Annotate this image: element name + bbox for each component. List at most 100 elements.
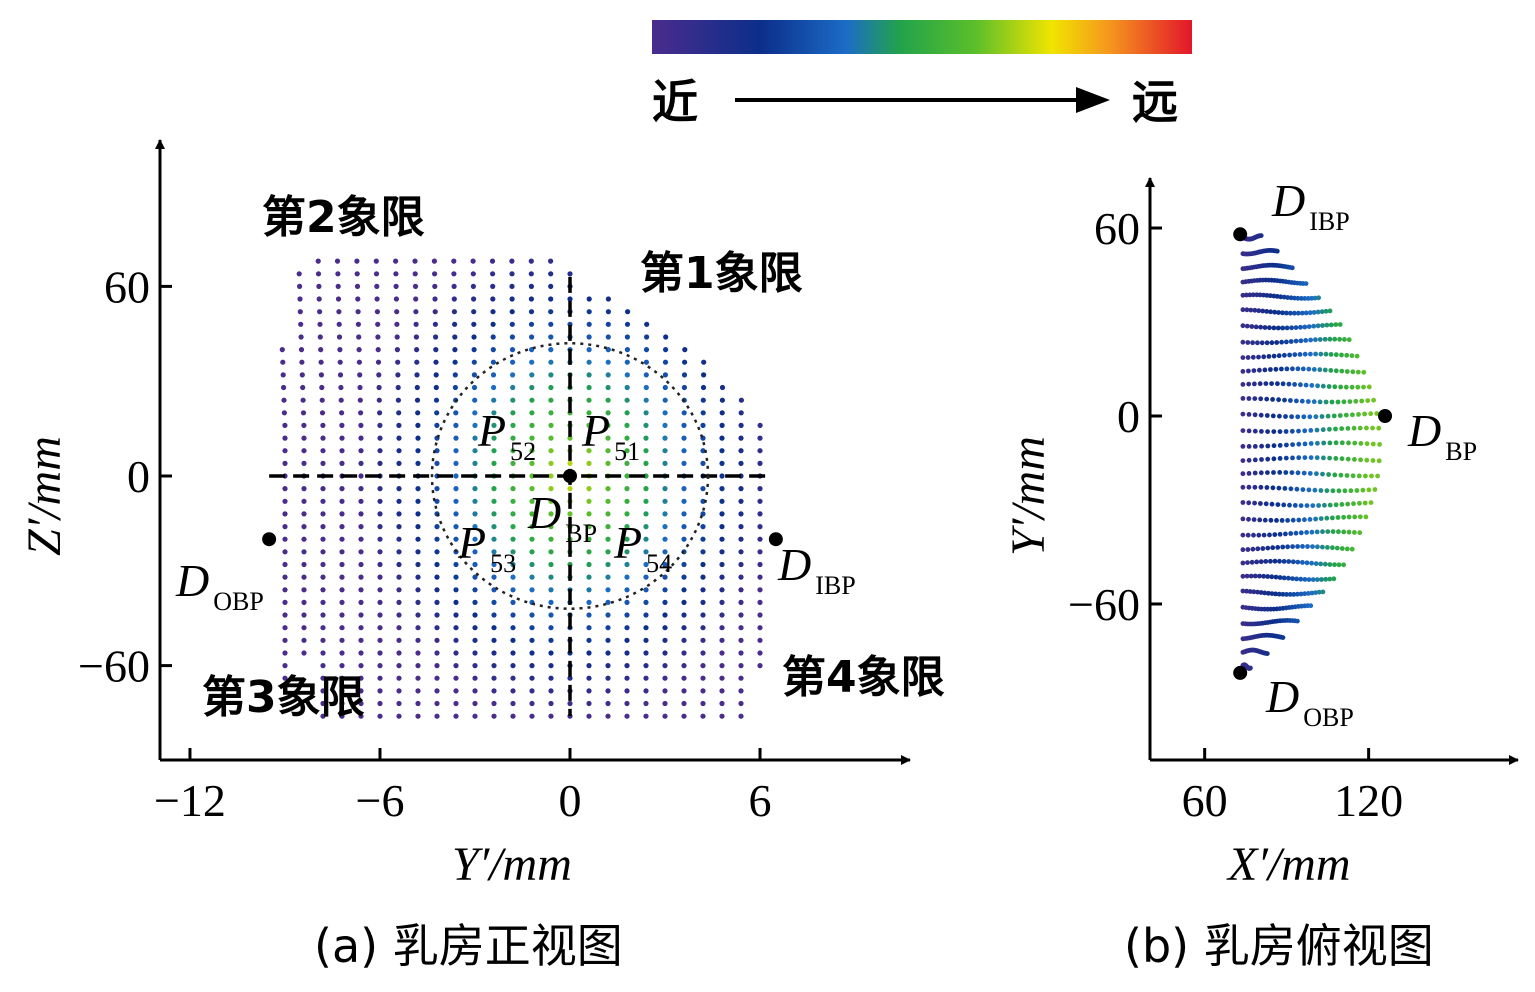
- panel-b-dot: [1240, 355, 1246, 360]
- panel-a-dot: [301, 549, 307, 555]
- panel-b-ytick-label: −60: [1068, 579, 1140, 630]
- panel-b-xlabel: X′/mm: [1226, 838, 1350, 891]
- panel-a-dot: [700, 700, 706, 707]
- panel-a-dot: [453, 448, 459, 454]
- panel-a-dot: [681, 410, 687, 416]
- panel-a-dot: [377, 498, 383, 504]
- panel-a-dot: [320, 561, 326, 568]
- panel-a-dot: [605, 587, 611, 593]
- panel-b-dot: [1300, 487, 1306, 492]
- panel-b-dot: [1246, 484, 1252, 490]
- panel-a-dot: [453, 536, 459, 542]
- panel-a-dot: [624, 637, 630, 643]
- panel-b-dot: [1259, 429, 1264, 434]
- panel-a-dot: [682, 359, 688, 365]
- panel-a-dot: [605, 524, 611, 530]
- panel-b-dot: [1346, 514, 1352, 520]
- panel-a-dot: [701, 372, 707, 378]
- panel-a-dot: [415, 524, 421, 530]
- panel-a-dot: [662, 663, 668, 669]
- panel-a-dot: [377, 587, 383, 593]
- panel-b-dot: [1330, 529, 1336, 534]
- panel-a-dot: [394, 334, 400, 340]
- panel-b-dot: [1339, 546, 1345, 551]
- panel-a-dot: [470, 271, 476, 277]
- panel-b-dot: [1295, 591, 1300, 597]
- panel-b-dot: [1284, 366, 1290, 372]
- panel-a-dot: [738, 498, 744, 504]
- panel-a-dot: [491, 625, 497, 631]
- panel-b-dot: [1254, 292, 1260, 298]
- panel-b-dot: [1335, 399, 1341, 405]
- panel-b-dot: [1262, 367, 1268, 373]
- panel-b-dot: [1252, 381, 1257, 387]
- panel-b-dot: [1240, 411, 1246, 417]
- panel-a-dot: [681, 625, 687, 631]
- panel-b-dot: [1324, 488, 1330, 494]
- panel-a-dot: [528, 271, 534, 277]
- panel-b-dot: [1305, 296, 1311, 301]
- panel-b-dot: [1293, 338, 1299, 344]
- panel-a-dot: [377, 612, 383, 618]
- panel-a-dot: [643, 625, 649, 631]
- panel-b-dot: [1335, 515, 1341, 520]
- panel-a-dot: [453, 700, 459, 707]
- panel-b-dot: [1332, 472, 1338, 478]
- panel-a-dot: [412, 283, 419, 289]
- panel-b-dot: [1326, 384, 1332, 389]
- panel-a-dot: [700, 536, 706, 542]
- panel-b-dot: [1352, 514, 1358, 520]
- panel-a-dot: [358, 422, 364, 428]
- panel-b-dot: [1257, 381, 1263, 387]
- panel-a-dot: [491, 511, 497, 517]
- panel-b-dot: [1246, 368, 1251, 374]
- panel-a-dot: [719, 675, 725, 681]
- panel-a-dot: [339, 700, 345, 707]
- panel-a-dot: [738, 422, 744, 428]
- panel-b-dot: [1277, 443, 1283, 448]
- panel-b-dot: [1280, 381, 1286, 387]
- panel-a-dot: [339, 536, 345, 542]
- panel-b-dot: [1280, 325, 1286, 331]
- panel-a-dot: [377, 435, 383, 441]
- panel-a-dot: [414, 384, 420, 391]
- panel-a-dot: [415, 422, 421, 428]
- panel-b-dot: [1363, 473, 1368, 479]
- panel-a-dot: [320, 675, 326, 681]
- panel-a-dot: [681, 524, 687, 530]
- panel-a-dot: [415, 498, 421, 504]
- panel-b-dot: [1277, 413, 1282, 419]
- panel-b-dot: [1265, 456, 1271, 462]
- panel-a-dot: [377, 561, 383, 568]
- panel-a-dot: [700, 612, 706, 618]
- panel-a-dot: [375, 359, 382, 365]
- panel-b-dot: [1280, 544, 1286, 550]
- panel-a-dot: [529, 574, 535, 580]
- panel-a-dot: [700, 410, 706, 416]
- panel-b-dot: [1312, 487, 1318, 493]
- panel-a-dot: [605, 549, 611, 555]
- panel-a-dot: [434, 410, 440, 416]
- panel-b-dot: [1257, 292, 1263, 298]
- panel-a-scatter-points: [279, 258, 763, 719]
- panel-a-dot: [452, 384, 458, 391]
- panel-a-dot: [586, 410, 592, 416]
- panel-a-dot: [757, 422, 763, 428]
- panel-a-dot: [320, 637, 326, 643]
- panel-b-dot: [1294, 398, 1299, 404]
- panel-b-dot: [1300, 366, 1306, 372]
- panel-a-dot: [358, 460, 364, 466]
- panel-a-dot: [339, 675, 345, 681]
- panel-a-dot: [413, 309, 419, 315]
- panel-a-dot: [339, 625, 345, 631]
- panel-a-dot: [586, 574, 592, 580]
- panel-a-dot: [356, 359, 362, 365]
- panel-b-dot: [1283, 414, 1288, 419]
- panel-b-dot: [1282, 486, 1288, 491]
- panel-a-dot: [719, 486, 725, 492]
- panel-b-point-bp: [1378, 409, 1393, 423]
- panel-a-dot: [472, 713, 478, 719]
- panel-a-dot: [624, 511, 630, 517]
- panel-a-dot: [396, 486, 402, 492]
- panel-a-dot: [567, 460, 573, 466]
